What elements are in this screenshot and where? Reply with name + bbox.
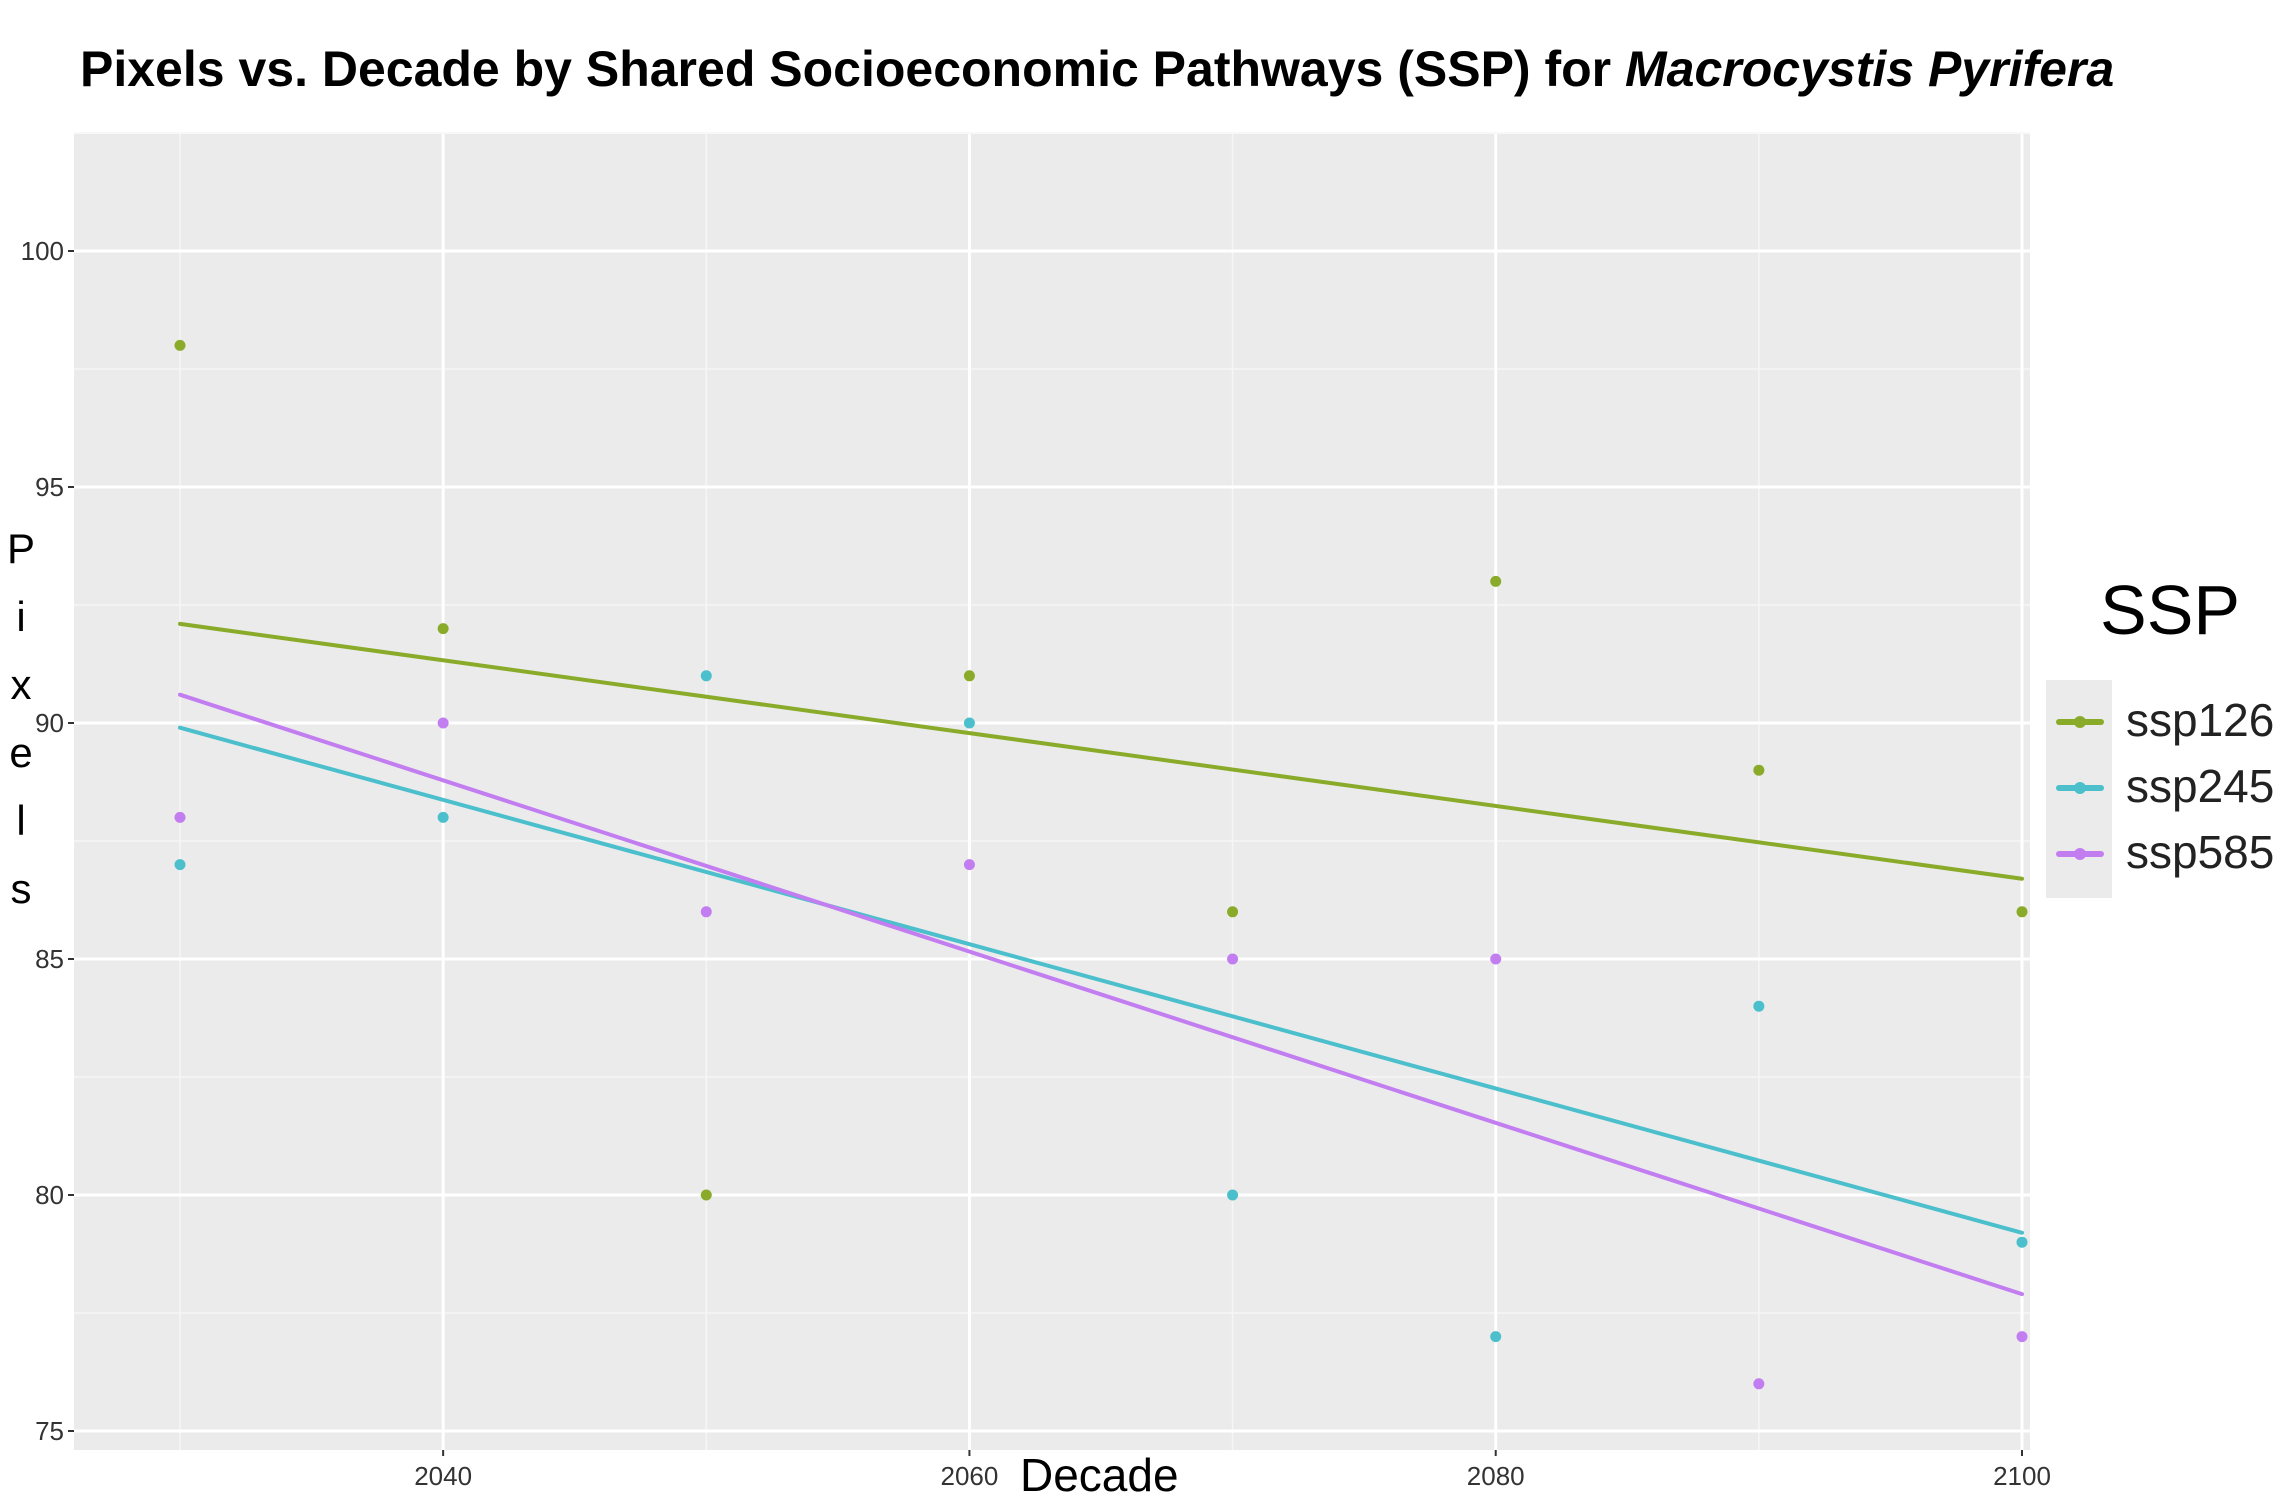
data-point-ssp585 (2016, 1331, 2028, 1343)
data-point-ssp126 (1753, 764, 1765, 776)
data-point-ssp585 (437, 717, 449, 729)
legend-label: ssp245 (2126, 760, 2275, 812)
data-point-ssp585 (963, 859, 975, 871)
legend-title: SSP (2100, 571, 2241, 649)
y-tick-label: 95 (35, 472, 64, 502)
data-point-ssp585 (700, 906, 712, 918)
x-tick-label: 2080 (1467, 1461, 1525, 1491)
trend-line-ssp126 (178, 621, 2024, 881)
data-point-ssp245 (1490, 1331, 1502, 1343)
data-point-ssp245 (437, 811, 449, 823)
legend-label: ssp585 (2126, 826, 2275, 878)
data-point-ssp126 (174, 339, 186, 351)
legend-item-ssp585: ssp585 (2046, 821, 2286, 887)
data-point-ssp126 (963, 670, 975, 682)
x-tick-label: 2060 (941, 1461, 999, 1491)
data-point-ssp245 (963, 717, 975, 729)
data-point-ssp126 (1227, 906, 1239, 918)
data-point-ssp245 (174, 859, 186, 871)
legend-label: ssp126 (2126, 694, 2275, 746)
chart-title-text: Pixels vs. Decade by Shared Socioeconomi… (80, 41, 1626, 97)
x-tick-label: 2100 (1993, 1461, 2051, 1491)
data-point-ssp585 (1753, 1378, 1765, 1390)
legend-key-dot (2074, 716, 2086, 728)
data-point-ssp126 (437, 623, 449, 635)
data-point-ssp126 (2016, 906, 2028, 918)
data-point-ssp245 (1753, 1000, 1765, 1012)
legend-key-dot (2074, 782, 2086, 794)
plot-panel (74, 134, 2030, 1450)
chart-title-species: Macrocystis Pyrifera (1625, 41, 2115, 97)
data-point-ssp126 (700, 1189, 712, 1201)
legend-key-dot (2074, 848, 2086, 860)
data-point-ssp245 (1227, 1189, 1239, 1201)
trend-line-ssp585 (178, 692, 2024, 1297)
y-tick-label: 75 (35, 1416, 64, 1446)
data-point-ssp245 (2016, 1236, 2028, 1248)
y-tick-label: 90 (35, 708, 64, 738)
data-point-ssp585 (1490, 953, 1502, 965)
data-point-ssp126 (1490, 575, 1502, 587)
trend-line-ssp245 (178, 725, 2024, 1235)
x-tick-label: 2040 (414, 1461, 472, 1491)
data-point-ssp245 (700, 670, 712, 682)
chart-title: Pixels vs. Decade by Shared Socioeconomi… (80, 40, 2140, 98)
y-tick-label: 80 (35, 1180, 64, 1210)
legend-item-ssp126: ssp126 (2046, 689, 2286, 755)
x-axis-label: Decade (1020, 1449, 1179, 1501)
y-tick-label: 100 (21, 236, 64, 266)
y-axis-label: Pixels (6, 525, 35, 912)
data-point-ssp585 (1227, 953, 1239, 965)
data-point-ssp585 (174, 811, 186, 823)
legend-item-ssp245: ssp245 (2046, 755, 2286, 821)
y-tick-label: 85 (35, 944, 64, 974)
